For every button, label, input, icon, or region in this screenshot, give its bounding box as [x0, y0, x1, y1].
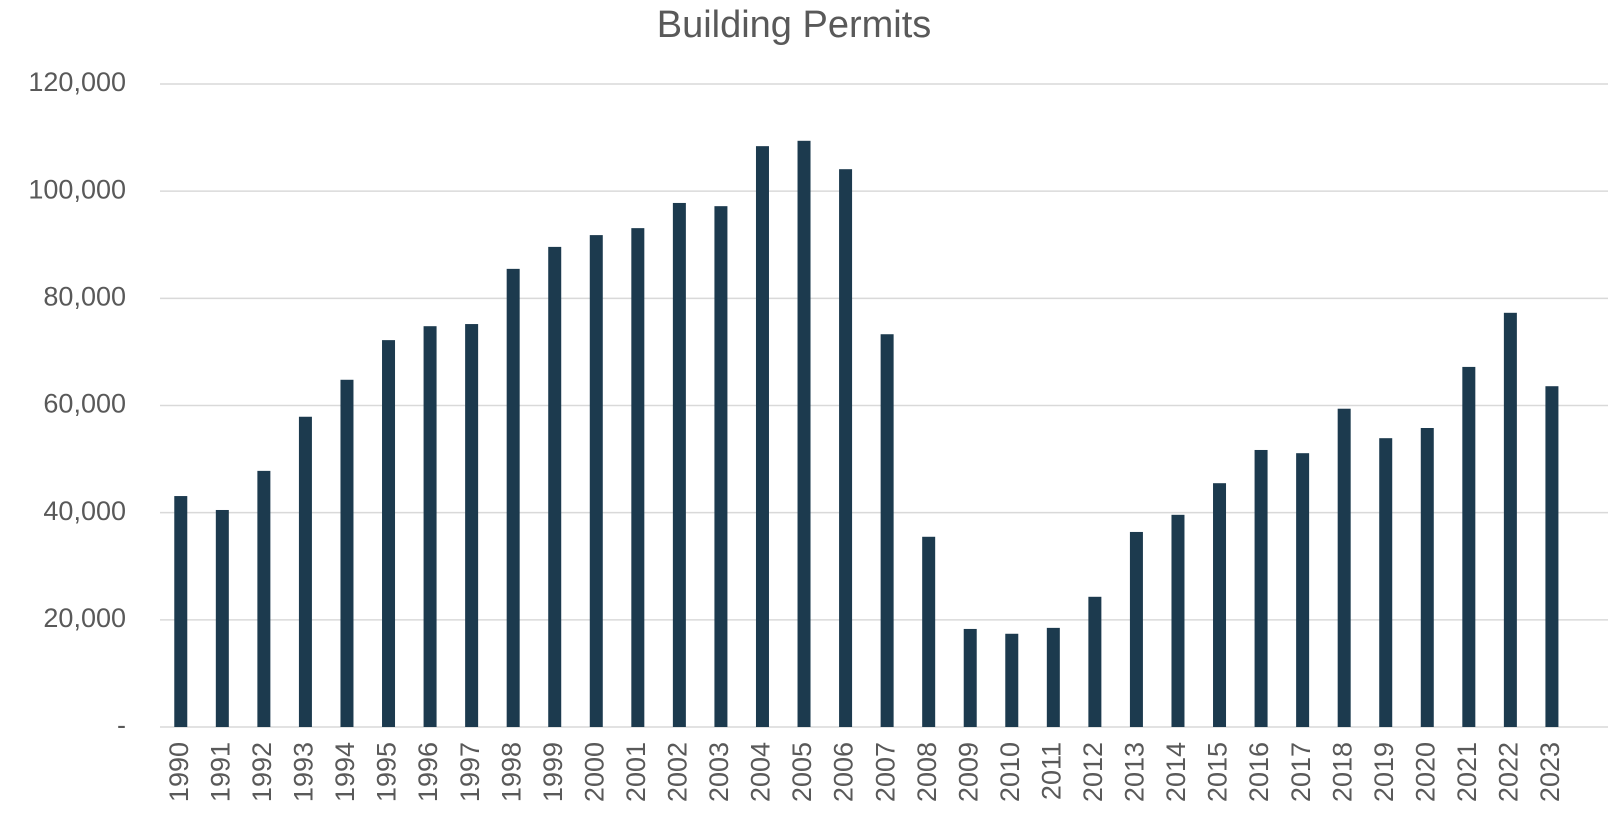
bar: [1129, 531, 1143, 727]
bar: [257, 470, 271, 727]
chart-title: Building Permits: [657, 4, 932, 46]
x-tick-label: 1990: [164, 742, 194, 802]
y-tick-label: -: [117, 710, 126, 740]
bar: [298, 416, 312, 727]
x-tick-label: 2004: [746, 742, 776, 802]
x-tick-label: 2006: [829, 742, 859, 802]
bar: [1379, 438, 1393, 727]
x-tick-label: 2023: [1535, 742, 1565, 802]
x-tick-label: 1996: [413, 742, 443, 802]
x-tick-label: 2000: [579, 742, 609, 802]
bar: [548, 246, 562, 728]
bar: [755, 146, 769, 727]
bar: [1545, 386, 1559, 727]
x-tick-label: 2016: [1244, 742, 1274, 802]
x-tick-label: 2018: [1327, 742, 1357, 802]
bar: [1254, 449, 1268, 727]
x-tick-label: 2015: [1203, 742, 1233, 802]
x-tick-label: 2002: [663, 742, 693, 802]
bar: [1420, 428, 1434, 727]
y-tick-label: 100,000: [28, 174, 126, 204]
x-tick-label: 2017: [1286, 742, 1316, 802]
bar: [631, 228, 645, 727]
bar: [880, 334, 894, 727]
bar: [1296, 453, 1310, 727]
bar: [714, 206, 728, 728]
x-tick-label: 2010: [995, 742, 1025, 802]
x-tick-label: 2009: [953, 742, 983, 802]
bar: [340, 379, 354, 727]
bar: [215, 509, 229, 727]
bar: [423, 326, 437, 727]
bar: [1005, 633, 1019, 727]
x-tick-label: 2005: [787, 742, 817, 802]
y-tick-label: 120,000: [28, 67, 126, 97]
bar: [963, 628, 977, 727]
x-tick-label: 1993: [289, 742, 319, 802]
x-tick-label: 2013: [1120, 742, 1150, 802]
y-tick-label: 80,000: [43, 281, 126, 311]
y-tick-label: 20,000: [43, 603, 126, 633]
bar: [1462, 366, 1476, 727]
x-tick-label: 1995: [372, 742, 402, 802]
x-tick-label: 2007: [870, 742, 900, 802]
x-tick-label: 2011: [1036, 742, 1066, 800]
x-tick-label: 1992: [247, 742, 277, 802]
bar: [465, 324, 479, 727]
bar: [1213, 483, 1227, 727]
x-tick-label: 2021: [1452, 742, 1482, 802]
bar: [839, 169, 853, 727]
x-tick-label: 1991: [205, 742, 235, 802]
x-tick-label: 1997: [455, 742, 485, 802]
bar: [922, 536, 936, 727]
x-tick-label: 2003: [704, 742, 734, 802]
bar: [589, 235, 603, 728]
bar: [1088, 596, 1102, 727]
x-tick-label: 1999: [538, 742, 568, 802]
y-tick-label: 40,000: [43, 496, 126, 526]
x-tick-label: 2001: [621, 742, 651, 802]
bar: [1171, 514, 1185, 727]
y-tick-label: 60,000: [43, 389, 126, 419]
x-tick-label: 2020: [1410, 742, 1440, 802]
x-tick-label: 1998: [496, 742, 526, 802]
x-tick-label: 2012: [1078, 742, 1108, 802]
bar: [382, 340, 396, 727]
x-tick-label: 2019: [1369, 742, 1399, 802]
x-tick-label: 2008: [912, 742, 942, 802]
bar: [506, 268, 520, 727]
x-tick-label: 2022: [1494, 742, 1524, 802]
x-tick-label: 2014: [1161, 742, 1191, 802]
bar: [797, 140, 811, 727]
bar: [1503, 312, 1517, 727]
bar: [174, 496, 188, 727]
bar: [672, 202, 686, 727]
bar: [1337, 408, 1351, 727]
bar: [1046, 627, 1060, 727]
x-tick-label: 1994: [330, 742, 360, 802]
